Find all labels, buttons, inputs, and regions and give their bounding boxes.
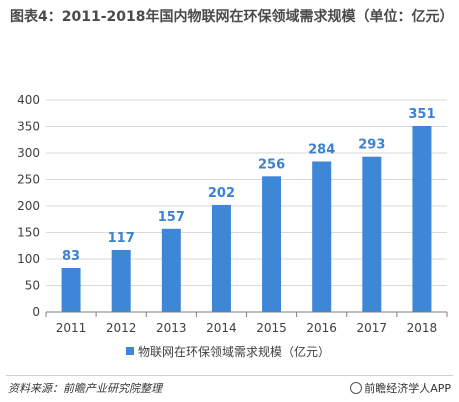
brand-label: 前瞻经济学人APP xyxy=(364,382,451,395)
x-tick-label: 2015 xyxy=(256,321,287,335)
data-label-2016: 284 xyxy=(308,142,335,157)
bars xyxy=(61,125,432,312)
data-label-2018: 351 xyxy=(408,107,435,122)
bar-2017 xyxy=(362,156,382,312)
y-tick-label: 100 xyxy=(17,252,40,266)
legend-swatch xyxy=(126,347,134,355)
x-tick-label: 2014 xyxy=(206,321,237,335)
x-tick-label: 2013 xyxy=(156,321,187,335)
data-label-2013: 157 xyxy=(158,210,185,225)
data-label-2011: 83 xyxy=(62,249,80,264)
y-tick-label: 200 xyxy=(17,199,40,213)
bar-2018 xyxy=(412,125,432,312)
bar-2011 xyxy=(61,268,81,312)
bar-2016 xyxy=(312,161,332,312)
y-tick-label: 300 xyxy=(17,146,40,160)
gridlines xyxy=(46,99,447,286)
x-tick-label: 2012 xyxy=(106,321,137,335)
data-label-2012: 117 xyxy=(108,231,135,246)
y-tick-label: 50 xyxy=(25,279,40,293)
legend-label: 物联网在环保领域需求规模（亿元） xyxy=(138,344,330,359)
bar-2013 xyxy=(161,228,181,312)
bar-2015 xyxy=(262,176,282,312)
data-label-2015: 256 xyxy=(258,157,285,172)
y-tick-label: 350 xyxy=(17,120,40,134)
x-axis-ticks: 2011 2012 2013 2014 2015 2016 2017 2018 xyxy=(45,312,448,335)
x-tick-label: 2016 xyxy=(306,321,337,335)
data-label-2014: 202 xyxy=(208,186,235,201)
chart-title: 图表4：2011-2018年国内物联网在环保领域需求规模（单位：亿元） xyxy=(10,9,454,25)
x-tick-label: 2017 xyxy=(357,321,388,335)
footer-divider xyxy=(6,375,453,376)
y-tick-label: 0 xyxy=(32,305,40,319)
x-tick-label: 2018 xyxy=(407,321,438,335)
y-tick-label: 150 xyxy=(17,226,40,240)
y-tick-label: 400 xyxy=(17,93,40,107)
brand-logo-icon xyxy=(350,382,363,394)
source-note: 资料来源：前瞻产业研究院整理 xyxy=(8,382,162,395)
brand-mark: 前瞻经济学人APP xyxy=(350,380,451,396)
y-axis-ticks: 0 50 100 150 200 250 300 350 400 xyxy=(17,93,40,319)
y-tick-label: 250 xyxy=(17,173,40,187)
data-label-2017: 293 xyxy=(358,138,385,153)
legend: 物联网在环保领域需求规模（亿元） xyxy=(126,344,330,359)
bar-2012 xyxy=(111,249,131,312)
data-labels: 83 117 157 202 256 284 293 351 xyxy=(62,107,435,264)
x-tick-label: 2011 xyxy=(56,321,87,335)
bar-2014 xyxy=(211,204,231,312)
